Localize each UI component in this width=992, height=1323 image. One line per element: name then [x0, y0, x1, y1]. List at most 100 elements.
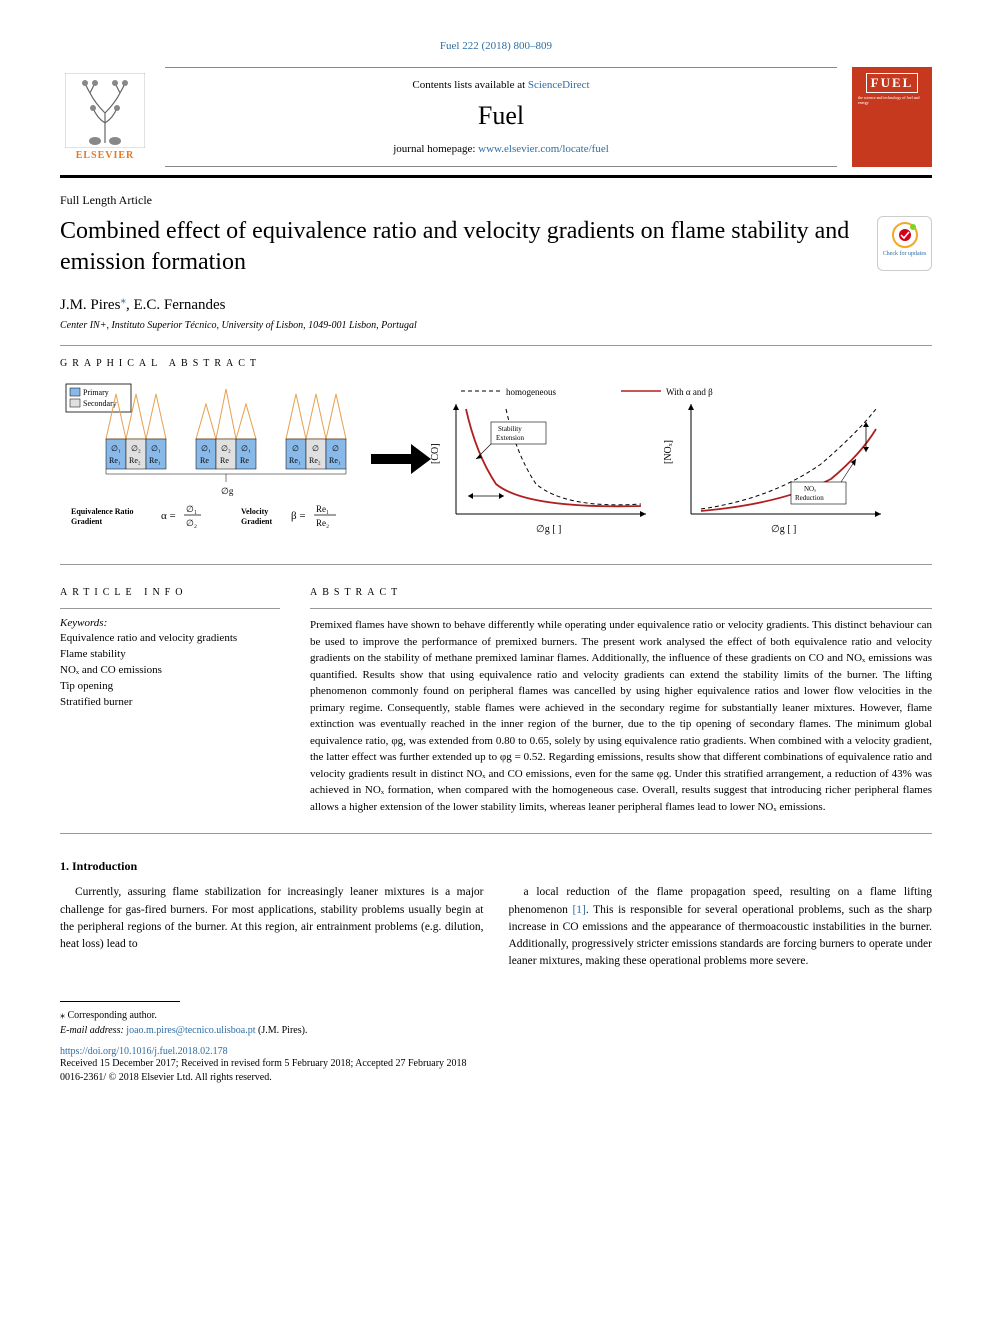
footer-rule — [60, 1001, 180, 1002]
homepage-link[interactable]: www.elsevier.com/locate/fuel — [478, 143, 609, 155]
journal-header: ELSEVIER Contents lists available at Sci… — [60, 67, 932, 167]
keywords-label: Keywords: — [60, 617, 280, 629]
svg-text:∅₁: ∅₁ — [186, 504, 197, 514]
citation-link[interactable]: Fuel 222 (2018) 800–809 — [440, 40, 552, 52]
svg-text:∅: ∅ — [312, 444, 319, 453]
svg-text:β =: β = — [291, 510, 306, 522]
received-dates: Received 15 December 2017; Received in r… — [60, 1057, 932, 1071]
author-2: , E.C. Fernandes — [126, 297, 226, 313]
svg-text:[CO]: [CO] — [430, 444, 441, 465]
elsevier-logo: ELSEVIER — [60, 67, 150, 167]
body-col-1: Currently, assuring flame stabilization … — [60, 884, 484, 970]
svg-text:Re₂: Re₂ — [316, 518, 329, 528]
svg-text:Gradient: Gradient — [241, 517, 272, 526]
svg-text:With α and β: With α and β — [666, 387, 713, 397]
intro-para-2: a local reduction of the flame propagati… — [509, 884, 933, 970]
keyword-5: Stratified burner — [60, 695, 280, 711]
journal-name: Fuel — [165, 101, 837, 131]
homepage-line: journal homepage: www.elsevier.com/locat… — [165, 143, 837, 155]
email-link[interactable]: joao.m.pires@tecnico.ulisboa.pt — [126, 1025, 255, 1036]
legend-secondary: Secondary — [83, 399, 117, 408]
check-updates-text: Check for updates — [883, 251, 927, 258]
body-col-2: a local reduction of the flame propagati… — [509, 884, 933, 970]
svg-text:∅₁: ∅₁ — [111, 444, 121, 453]
elsevier-text: ELSEVIER — [76, 150, 135, 161]
svg-text:[NOₓ]: [NOₓ] — [663, 440, 674, 464]
svg-text:∅₁: ∅₁ — [241, 444, 251, 453]
homepage-prefix: journal homepage: — [393, 143, 478, 155]
rule-abstract — [310, 608, 932, 609]
contents-prefix: Contents lists available at — [412, 79, 527, 91]
check-updates-badge[interactable]: Check for updates — [877, 216, 932, 271]
svg-text:∅g [ ]: ∅g [ ] — [771, 524, 796, 535]
svg-text:∅₂: ∅₂ — [221, 444, 231, 453]
abstract-heading: ABSTRACT — [310, 587, 932, 598]
svg-text:Re₁: Re₁ — [316, 504, 329, 514]
body-columns: Currently, assuring flame stabilization … — [60, 884, 932, 970]
article-title: Combined effect of equivalence ratio and… — [60, 216, 857, 278]
svg-text:∅: ∅ — [332, 444, 339, 453]
svg-text:Re₂: Re₂ — [309, 456, 321, 465]
svg-text:∅: ∅ — [292, 444, 299, 453]
rule-3 — [60, 833, 932, 834]
svg-text:Re₁: Re₁ — [149, 456, 161, 465]
legend-primary: Primary — [83, 388, 109, 397]
svg-text:Re₁: Re₁ — [289, 456, 301, 465]
svg-text:Re₂: Re₂ — [129, 456, 141, 465]
svg-text:Re₁: Re₁ — [109, 456, 121, 465]
ref-1-link[interactable]: [1] — [572, 904, 585, 916]
article-info-heading: ARTICLE INFO — [60, 587, 280, 598]
intro-para-1: Currently, assuring flame stabilization … — [60, 884, 484, 953]
svg-text:∅₁: ∅₁ — [201, 444, 211, 453]
keyword-4: Tip opening — [60, 679, 280, 695]
thick-rule — [60, 175, 932, 178]
svg-text:Re₁: Re₁ — [329, 456, 341, 465]
abstract-text: Premixed flames have shown to behave dif… — [310, 617, 932, 815]
cover-subtitle: the science and technology of fuel and e… — [858, 95, 926, 105]
journal-cover: FUEL the science and technology of fuel … — [852, 67, 932, 167]
svg-text:∅₂: ∅₂ — [131, 444, 141, 453]
svg-text:homogeneous: homogeneous — [506, 387, 556, 397]
rule-2 — [60, 564, 932, 565]
rule-keywords — [60, 608, 280, 609]
svg-text:Re: Re — [220, 456, 229, 465]
check-updates-icon — [891, 221, 919, 249]
corresponding-author-note: ⁎ Corresponding author. — [60, 1008, 932, 1023]
svg-text:∅₂: ∅₂ — [186, 518, 197, 528]
email-label: E-mail address: — [60, 1025, 126, 1036]
copyright: 0016-2361/ © 2018 Elsevier Ltd. All righ… — [60, 1071, 932, 1085]
keyword-2: Flame stability — [60, 647, 280, 663]
keyword-3: NOₓ and CO emissions — [60, 663, 280, 679]
citation-header: Fuel 222 (2018) 800–809 — [60, 40, 932, 52]
header-center: Contents lists available at ScienceDirec… — [165, 67, 837, 167]
author-1: J.M. Pires — [60, 297, 120, 313]
affiliation: Center IN+, Instituto Superior Técnico, … — [60, 320, 932, 331]
authors: J.M. Pires⁎, E.C. Fernandes — [60, 293, 932, 314]
contents-line: Contents lists available at ScienceDirec… — [165, 79, 837, 91]
introduction-heading: 1. Introduction — [60, 859, 932, 874]
svg-text:∅₁: ∅₁ — [151, 444, 161, 453]
keyword-1: Equivalence ratio and velocity gradients — [60, 631, 280, 647]
doi-link[interactable]: https://doi.org/10.1016/j.fuel.2018.02.1… — [60, 1046, 932, 1057]
svg-text:Re: Re — [240, 456, 249, 465]
svg-text:Equivalence Ratio: Equivalence Ratio — [71, 507, 133, 516]
elsevier-tree-icon — [65, 73, 145, 148]
sciencedirect-link[interactable]: ScienceDirect — [528, 79, 590, 91]
svg-text:Stability: Stability — [498, 425, 522, 433]
svg-text:∅g [ ]: ∅g [ ] — [536, 524, 561, 535]
email-suffix: (J.M. Pires). — [255, 1025, 307, 1036]
cover-title: FUEL — [866, 73, 919, 93]
svg-text:Gradient: Gradient — [71, 517, 102, 526]
svg-text:Velocity: Velocity — [241, 507, 268, 516]
email-line: E-mail address: joao.m.pires@tecnico.uli… — [60, 1023, 932, 1038]
svg-text:α =: α = — [161, 510, 176, 522]
graphical-abstract-heading: GRAPHICAL ABSTRACT — [60, 358, 932, 369]
rule-1 — [60, 345, 932, 346]
svg-text:∅g: ∅g — [221, 486, 234, 496]
svg-text:Extension: Extension — [496, 434, 524, 442]
svg-text:Reduction: Reduction — [795, 494, 824, 502]
svg-text:NOₓ: NOₓ — [804, 485, 817, 493]
svg-text:Re: Re — [200, 456, 209, 465]
graphical-abstract-figure: Primary Secondary ∅₁ ∅₂ ∅₁ Re₁ Re₂ Re₁ — [60, 379, 932, 554]
article-type: Full Length Article — [60, 193, 932, 208]
